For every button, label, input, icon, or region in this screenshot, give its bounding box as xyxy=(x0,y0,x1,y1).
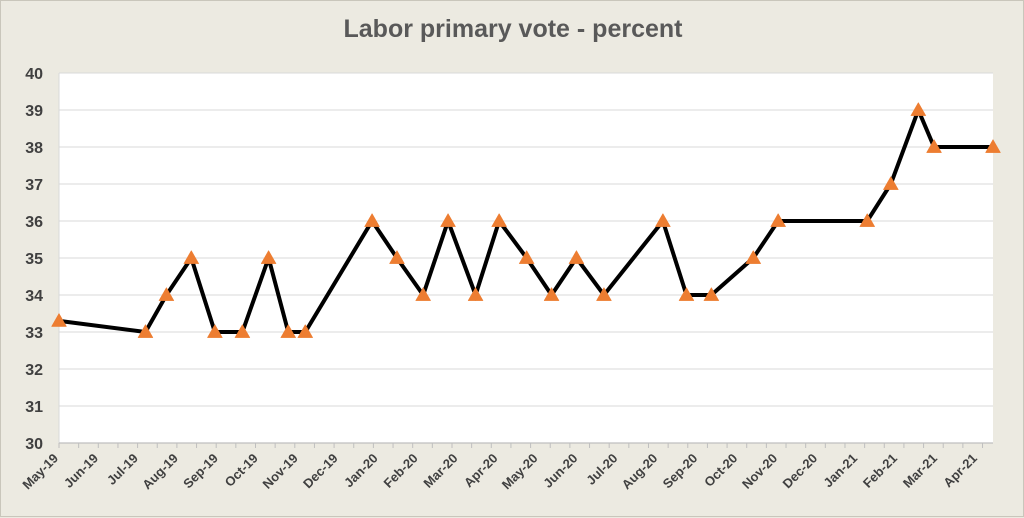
y-tick-label: 32 xyxy=(25,362,43,379)
chart-title: Labor primary vote - percent xyxy=(343,15,683,43)
x-tick-label: Oct-20 xyxy=(701,451,740,490)
x-tick-label: Jul-20 xyxy=(583,451,620,488)
x-tick-label: Sep-20 xyxy=(660,451,701,492)
x-tick-label: Jul-19 xyxy=(104,451,141,488)
data-point-marker xyxy=(745,249,762,264)
y-tick-label: 34 xyxy=(25,288,43,305)
data-point-marker xyxy=(910,101,927,116)
x-tick-label: Mar-20 xyxy=(420,451,460,491)
x-tick-label: Jan-21 xyxy=(820,451,860,491)
x-tick-label: Apr-20 xyxy=(461,451,501,491)
x-tick-label: Sep-19 xyxy=(180,451,221,492)
data-point-marker xyxy=(518,249,535,264)
y-tick-label: 36 xyxy=(25,214,43,231)
y-tick-label: 38 xyxy=(25,140,43,157)
y-tick-label: 37 xyxy=(25,177,43,194)
data-point-marker xyxy=(703,286,720,301)
data-point-marker xyxy=(678,286,695,301)
x-tick-label: Jan-20 xyxy=(341,451,381,491)
x-tick-label: Feb-20 xyxy=(380,451,420,491)
x-tick-label: Aug-19 xyxy=(139,451,181,493)
y-tick-label: 31 xyxy=(25,399,43,416)
x-tick-label: Nov-20 xyxy=(739,451,780,492)
x-tick-label: Dec-19 xyxy=(300,451,341,492)
x-tick-label: Jun-20 xyxy=(540,451,580,491)
y-axis-tick-labels: 30 31 32 33 34 35 36 37 38 39 40 xyxy=(25,66,43,453)
y-tick-label: 30 xyxy=(25,436,43,453)
y-tick-label: 40 xyxy=(25,66,43,83)
data-point-marker xyxy=(297,323,314,338)
x-tick-label: Feb-21 xyxy=(860,451,900,491)
data-point-marker xyxy=(491,212,508,227)
data-point-marker xyxy=(467,286,484,301)
x-tick-label: May-19 xyxy=(19,451,61,493)
data-point-marker xyxy=(770,212,787,227)
data-point-marker xyxy=(859,212,876,227)
data-point-marker xyxy=(543,286,560,301)
y-tick-label: 33 xyxy=(25,325,43,342)
data-point-marker xyxy=(568,249,585,264)
data-point-marker xyxy=(158,286,175,301)
data-point-marker xyxy=(926,138,942,153)
x-tick-label: Jun-19 xyxy=(61,451,101,491)
x-tick-label: Oct-19 xyxy=(222,451,261,490)
data-point-marker xyxy=(596,286,612,301)
data-point-marker xyxy=(183,249,200,264)
x-tick-label: May-20 xyxy=(499,451,541,493)
data-point-marker xyxy=(985,138,1001,153)
data-point-marker xyxy=(137,323,154,338)
data-point-marker xyxy=(206,323,223,338)
data-point-marker xyxy=(882,175,899,190)
data-point-marker xyxy=(415,286,432,301)
data-point-marker xyxy=(389,249,405,264)
series-labor-primary-vote xyxy=(51,101,1001,338)
data-point-marker xyxy=(51,312,67,327)
axes xyxy=(58,73,993,448)
x-tick-label: Nov-19 xyxy=(260,451,301,492)
x-tick-label: Apr-21 xyxy=(940,451,980,491)
y-tick-label: 35 xyxy=(25,251,43,268)
y-tick-label: 39 xyxy=(25,103,43,120)
data-point-marker xyxy=(654,212,671,227)
data-point-marker xyxy=(364,212,381,227)
x-tick-label: Mar-21 xyxy=(900,451,940,491)
data-point-marker xyxy=(260,249,277,264)
data-point-marker xyxy=(440,212,456,227)
data-point-marker xyxy=(280,323,297,338)
data-point-marker xyxy=(234,323,251,338)
x-tick-label: Dec-20 xyxy=(779,451,820,492)
x-tick-label: Aug-20 xyxy=(619,451,661,493)
